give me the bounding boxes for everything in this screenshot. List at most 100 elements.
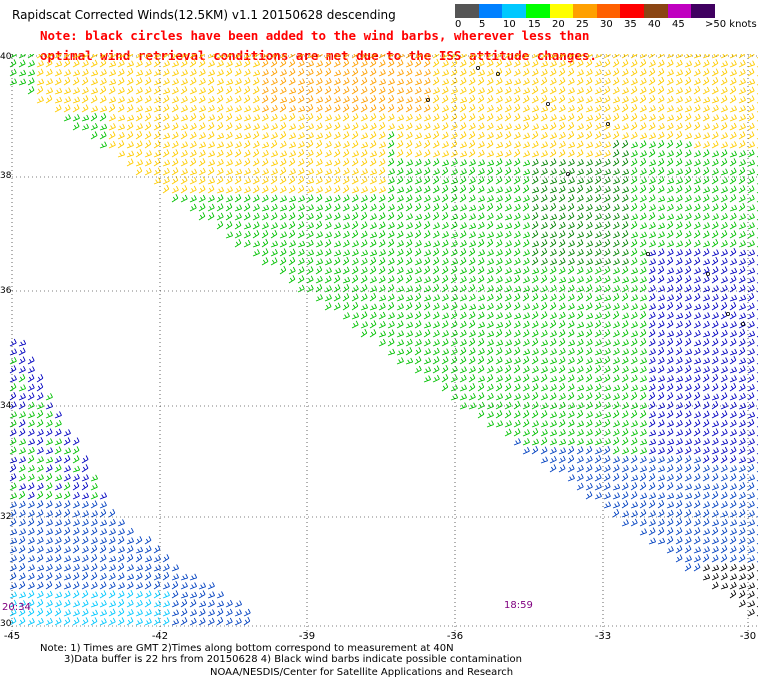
wind-barb [648, 184, 656, 194]
wind-barb [495, 420, 504, 428]
wind-barb [198, 608, 206, 617]
wind-barb [207, 159, 216, 167]
wind-barb [657, 438, 666, 446]
wind-barb [234, 168, 243, 176]
wind-barb [468, 330, 476, 338]
wind-barb [27, 617, 35, 626]
wind-barb [108, 590, 116, 599]
wind-barb [441, 131, 449, 140]
wind-barb [342, 86, 350, 95]
wind-barb [162, 591, 170, 599]
wind-barb [675, 59, 683, 68]
wind-barb [423, 357, 432, 365]
wind-barb [657, 175, 665, 185]
wind-barb [405, 176, 413, 185]
wind-barb [36, 518, 44, 527]
wind-barb [450, 221, 458, 230]
wind-barb [549, 122, 557, 131]
wind-barb [747, 159, 756, 167]
wind-barb [468, 184, 476, 194]
wind-barb [702, 76, 710, 86]
wind-barb [90, 474, 99, 482]
wind-barb [387, 257, 395, 266]
wind-barb [729, 114, 737, 122]
wind-barb [441, 284, 449, 293]
wind-barb [567, 221, 575, 230]
wind-barb [549, 132, 558, 140]
quality-flag-circle [606, 122, 611, 127]
wind-barb [459, 54, 467, 59]
wind-barb [540, 402, 549, 410]
wind-barb [126, 60, 135, 68]
wind-barb [540, 357, 549, 365]
wind-barb [288, 195, 297, 203]
wind-barb [630, 213, 639, 221]
wind-barb [711, 500, 719, 509]
wind-barb [189, 95, 197, 104]
wind-barb [18, 600, 26, 608]
wind-barb [684, 337, 692, 347]
wind-barb [621, 150, 629, 158]
wind-barb [648, 194, 656, 203]
wind-barb [54, 591, 63, 599]
wind-barb [729, 69, 737, 77]
wind-barb [558, 374, 566, 383]
wind-barb [648, 447, 656, 455]
wind-barb [747, 563, 755, 572]
lat-tick-36: 36 [0, 286, 12, 296]
wind-barb [63, 590, 71, 599]
wind-barb [378, 202, 386, 212]
wind-barb [180, 617, 188, 626]
wind-barb [657, 222, 666, 230]
wind-barb [378, 78, 387, 86]
wind-barb [585, 159, 593, 167]
wind-barb [288, 240, 296, 248]
wind-barb [27, 509, 35, 518]
wind-barb [630, 167, 638, 176]
wind-barb [729, 158, 737, 167]
wind-barb [90, 553, 98, 563]
wind-barb [45, 537, 53, 545]
wind-barb [414, 177, 422, 185]
wind-barb [18, 509, 26, 518]
wind-barb [207, 591, 216, 599]
wind-barb [585, 248, 593, 257]
wind-barb [216, 78, 224, 86]
wind-barb [288, 221, 296, 230]
wind-barb [207, 104, 215, 113]
wind-barb [630, 474, 639, 482]
wind-barb [675, 492, 683, 500]
wind-barb [729, 429, 737, 437]
wind-barb [639, 509, 647, 518]
wind-barb [99, 95, 107, 104]
wind-barb [603, 411, 612, 419]
wind-barb [45, 411, 53, 419]
wind-barb [621, 123, 629, 131]
wind-barb [540, 266, 548, 275]
wind-barb [90, 59, 98, 68]
wind-barb [540, 239, 548, 248]
wind-barb [612, 428, 620, 437]
wind-barb [558, 276, 567, 284]
wind-barb [252, 240, 261, 248]
wind-barb [468, 337, 476, 347]
wind-barb [9, 59, 17, 68]
wind-barb [351, 211, 359, 221]
wind-barb [531, 158, 539, 167]
wind-barb [558, 230, 566, 239]
wind-barb [720, 392, 728, 401]
wind-barb [666, 527, 674, 536]
wind-barb [756, 521, 758, 527]
wind-barb [567, 410, 575, 419]
wind-barb [729, 167, 737, 176]
wind-barb [360, 239, 368, 248]
wind-barb [711, 473, 719, 482]
wind-barb [360, 123, 368, 131]
wind-barb [747, 54, 755, 59]
wind-barb [639, 310, 647, 320]
wind-barb [342, 95, 350, 104]
wind-barb [747, 292, 755, 302]
wind-barb [576, 194, 584, 203]
wind-barb [549, 438, 558, 446]
wind-barb [621, 132, 629, 140]
